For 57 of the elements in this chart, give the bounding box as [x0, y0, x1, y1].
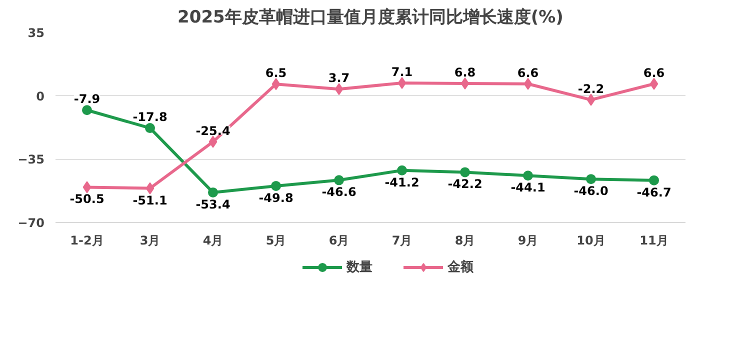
point [82, 181, 92, 194]
point [586, 174, 596, 184]
data-label: -46.6 [322, 185, 356, 200]
x-tick-label: 8月 [454, 234, 476, 248]
x-tick-label: 5月 [266, 234, 286, 248]
data-label: 6.5 [265, 66, 287, 80]
data-label: 6.8 [454, 66, 476, 80]
data-label: -42.2 [448, 177, 482, 192]
x-tick-label: 1-2月 [70, 234, 104, 248]
point [208, 136, 218, 148]
x-tick-label: 6月 [328, 234, 350, 248]
point [208, 187, 218, 198]
x-tick-label: 7月 [392, 234, 412, 248]
y-tick-label: 35 [28, 26, 45, 40]
data-label: 6.6 [643, 66, 665, 80]
data-label: -46.0 [574, 184, 608, 198]
legend-label: 数量 [346, 259, 372, 276]
data-label: -7.9 [74, 92, 100, 106]
point [271, 180, 281, 191]
data-label: -49.8 [258, 190, 294, 205]
point [397, 165, 407, 176]
chart-title: 2025年皮革帽进口量值月度累计同比增长速度(%) [178, 8, 564, 28]
x-tick-label: 9月 [518, 234, 538, 248]
data-label: 7.1 [391, 64, 413, 79]
data-label: 3.7 [328, 71, 350, 86]
data-label: 6.6 [517, 66, 539, 80]
point [146, 182, 154, 194]
point [460, 167, 470, 178]
point [649, 175, 659, 186]
point [398, 76, 406, 89]
x-tick-label: 3月 [140, 234, 160, 248]
legend-label: 金额 [448, 258, 474, 276]
data-label: -53.4 [196, 197, 230, 212]
data-label: -41.2 [384, 175, 420, 190]
data-label: -25.4 [196, 124, 230, 138]
data-label: -44.1 [510, 180, 546, 195]
point [334, 83, 344, 96]
data-label: -46.7 [636, 185, 672, 200]
point [82, 105, 92, 116]
y-tick-label: −70 [18, 216, 45, 230]
data-label: -50.5 [70, 192, 104, 206]
point [334, 175, 344, 186]
y-tick-label: −35 [18, 152, 45, 167]
point [586, 94, 596, 106]
point [524, 78, 532, 90]
point [145, 123, 155, 134]
point [523, 170, 533, 181]
point [460, 78, 470, 90]
y-tick-label: 0 [36, 89, 45, 104]
point [272, 78, 280, 90]
data-label: -51.1 [132, 193, 168, 208]
point [650, 78, 658, 90]
x-tick-label: 11月 [640, 234, 668, 248]
x-tick-label: 10月 [576, 234, 606, 248]
data-label: -17.8 [132, 110, 168, 124]
x-tick-label: 4月 [202, 234, 224, 248]
data-label: -2.2 [578, 82, 604, 96]
